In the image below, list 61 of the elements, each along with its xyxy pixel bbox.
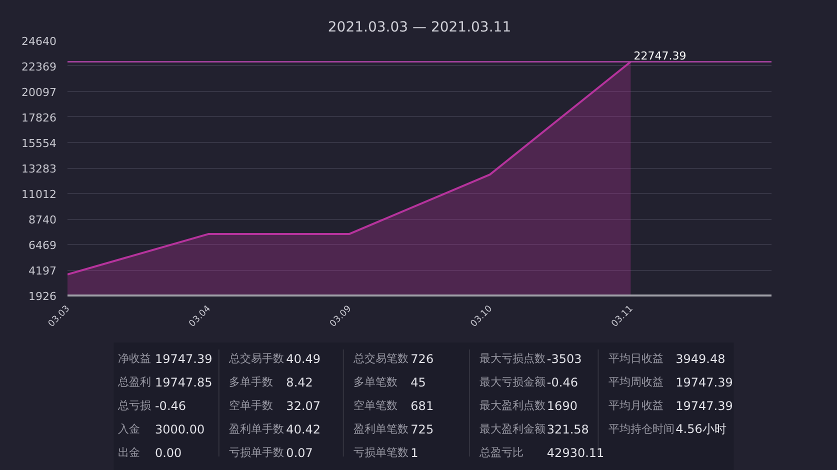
text: 681 — [410, 399, 434, 413]
text: 19747.39 — [676, 376, 733, 390]
text: 19747.39 — [676, 399, 733, 413]
text: -0.46 — [546, 376, 578, 390]
text: 0.00 — [154, 446, 182, 460]
text: 空单笔数 — [353, 399, 398, 412]
text: 最大盈利点数 — [480, 399, 546, 412]
text: 321.58 — [546, 422, 589, 436]
text: 空单手数 — [228, 399, 273, 412]
text: 0.07 — [286, 446, 313, 460]
text: 最大亏损金额 — [480, 376, 546, 388]
text: 32.07 — [286, 399, 321, 413]
y-tick-label: 20097 — [22, 86, 57, 99]
data-label: 22747.39 — [634, 50, 686, 63]
text: 总交易笔数 — [352, 352, 408, 365]
text: 出金 — [118, 446, 140, 459]
text: 4.56小时 — [676, 422, 726, 436]
text: 净收益 — [118, 352, 151, 365]
text: 平均月收益 — [608, 399, 664, 412]
text: 42930.11 — [546, 446, 604, 460]
text: 多单笔数 — [353, 376, 398, 388]
text: 19747.39 — [154, 352, 212, 366]
text: 726 — [410, 352, 434, 366]
y-tick-label: 6469 — [28, 239, 57, 252]
text: 盈利单笔数 — [353, 422, 408, 436]
text: 平均日收益 — [608, 352, 664, 365]
text: 8.42 — [286, 376, 313, 390]
text: 最大盈利金额 — [480, 422, 546, 436]
text: -3503 — [546, 352, 582, 366]
y-tick-label: 15554 — [22, 137, 57, 150]
chart-title: 2021.03.03 — 2021.03.11 — [328, 20, 512, 36]
text: 平均周收益 — [608, 376, 664, 388]
text: 亏损单笔数 — [353, 446, 408, 459]
y-tick-label: 13283 — [22, 162, 57, 176]
text: 多单手数 — [228, 376, 273, 388]
text: 1690 — [546, 399, 578, 413]
y-tick-label: 22369 — [22, 60, 57, 74]
text: 总亏损 — [116, 399, 151, 412]
text: 入金 — [118, 422, 140, 436]
text: 平均持仓时间 — [608, 422, 674, 436]
y-tick-label: 11012 — [22, 188, 57, 201]
text: 盈利单手数 — [228, 422, 284, 436]
text: 亏损单手数 — [228, 446, 284, 459]
text: 总盈利 — [116, 376, 151, 388]
text: 最大亏损点数 — [480, 352, 546, 365]
y-tick-label: 24640 — [22, 35, 57, 48]
text: 3000.00 — [154, 422, 205, 436]
y-tick-label: 4197 — [28, 264, 57, 278]
text: -0.46 — [154, 399, 186, 413]
text: 3949.48 — [676, 352, 726, 366]
text: 725 — [410, 422, 434, 436]
y-tick-label: 1926 — [28, 290, 57, 303]
text: 40.49 — [286, 352, 321, 366]
text: 45 — [410, 376, 426, 390]
text: 总交易手数 — [228, 352, 284, 365]
y-tick-label: 8740 — [28, 214, 57, 226]
y-tick-label: 17826 — [22, 112, 57, 124]
text: 总盈亏比 — [478, 446, 524, 459]
text: 19747.85 — [154, 376, 212, 390]
text: 1 — [410, 446, 418, 460]
text: 40.42 — [286, 422, 321, 436]
